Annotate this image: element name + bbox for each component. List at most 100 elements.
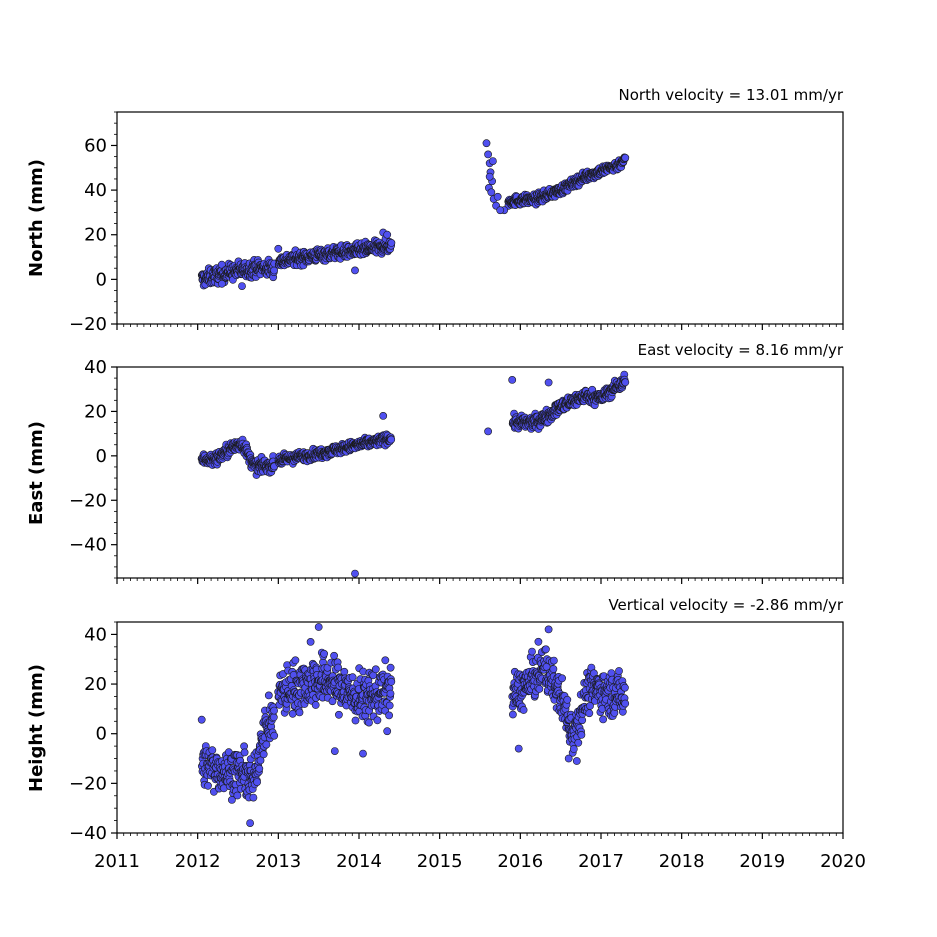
east-data-point [544,378,553,387]
height-data-point [585,709,594,718]
height-data-point [208,746,217,755]
height-y-axis-label: Height (mm) [26,664,47,792]
north-data-point [493,192,502,201]
east-data-point [508,375,517,384]
north-y-tick-label: 60 [84,135,107,156]
height-data-point [320,649,328,658]
height-data-point [365,718,373,727]
height-y-tick-label: 20 [84,674,107,695]
height-data-point [255,764,264,773]
height-data-point [528,647,536,656]
height-data-point [334,710,343,719]
east-y-tick-label: −20 [69,490,107,511]
north-y-tick-label: 0 [96,269,107,290]
height-data-point [330,651,338,660]
height-data-point [387,677,396,686]
height-data-point [569,745,578,753]
east-panel-title: East velocity = 8.16 mm/yr [638,341,844,359]
east-panel: East velocity = 8.16 mm/yr −40 −20 0 20 40 E… [26,341,844,584]
height-data-point [348,673,357,682]
height-y-tick-label: −20 [69,773,107,794]
north-panel: North velocity = 13.01 mm/yr −200204060 … [26,86,844,335]
height-x-tick-label: 2017 [578,851,624,872]
height-x-tick-label: 2012 [175,851,221,872]
height-data-point [549,665,558,673]
north-data-point [496,206,505,215]
height-data-point [577,731,586,739]
height-data-point [385,711,393,720]
height-data-point [621,683,629,692]
north-panel-title: North velocity = 13.01 mm/yr [619,86,844,104]
height-data-point [359,749,367,758]
north-data-point [482,139,491,148]
east-points [197,370,630,578]
north-y-tick-label: −20 [69,314,107,335]
height-data-point [233,791,242,800]
height-data-point [519,706,528,714]
north-data-point [238,282,246,290]
height-data-point [615,667,623,675]
height-data-point [197,715,206,724]
height-y-tick-label: 0 [96,724,107,745]
height-data-point [534,637,543,646]
height-data-point [270,731,279,740]
height-data-point [564,754,573,763]
east-y-tick-label: −40 [69,535,107,556]
height-data-point [574,738,583,747]
east-data-point [379,411,388,420]
height-x-tick-label: 2016 [497,851,543,872]
height-x-tick-label: 2013 [255,851,301,872]
height-x-tick-label: 2011 [94,851,140,872]
height-data-point [264,691,273,700]
east-data-point [387,435,396,444]
height-data-point [385,701,394,710]
height-y-tick-label: −40 [69,823,107,844]
height-x-tick-label: 2014 [336,851,382,872]
north-data-point [621,153,630,162]
north-data-point [487,188,496,197]
east-y-tick-label: 20 [84,401,107,422]
height-data-point [373,716,382,725]
east-data-point [621,378,630,387]
height-data-point [351,716,360,725]
height-data-point [550,656,558,665]
north-data-point [484,150,492,159]
height-data-point [240,748,249,757]
north-data-point [351,266,359,275]
height-data-point [514,744,523,753]
height-data-point [249,793,258,802]
height-data-point [386,689,395,698]
height-data-point [246,819,254,827]
height-data-point [334,663,342,672]
east-data-point [484,427,492,436]
height-x-tick-label: 2020 [820,851,866,872]
height-data-point [262,740,271,749]
height-data-point [509,710,517,719]
east-y-tick-label: 0 [96,446,107,467]
height-data-point [383,727,392,736]
height-data-point [386,663,395,672]
height-data-point [371,665,380,674]
north-points [197,139,630,290]
height-data-point [314,623,323,631]
height-data-point [330,747,339,755]
north-data-point [387,238,396,247]
height-data-point [259,750,268,759]
height-data-point [544,625,553,634]
height-data-point [311,701,320,709]
height-data-point [535,685,544,693]
height-data-point [563,695,572,704]
height-y-tick-label: 40 [84,624,107,645]
north-y-tick-label: 20 [84,225,107,246]
height-data-point [204,781,212,790]
height-data-point [542,645,550,654]
height-data-point [306,638,315,646]
height-x-tick-label: 2019 [739,851,785,872]
north-data-point [274,244,283,253]
height-panel-title: Vertical velocity = -2.86 mm/yr [608,596,843,614]
east-y-tick-label: 40 [84,357,107,378]
height-data-point [291,656,300,665]
north-data-point [488,157,497,165]
height-data-point [340,667,349,676]
